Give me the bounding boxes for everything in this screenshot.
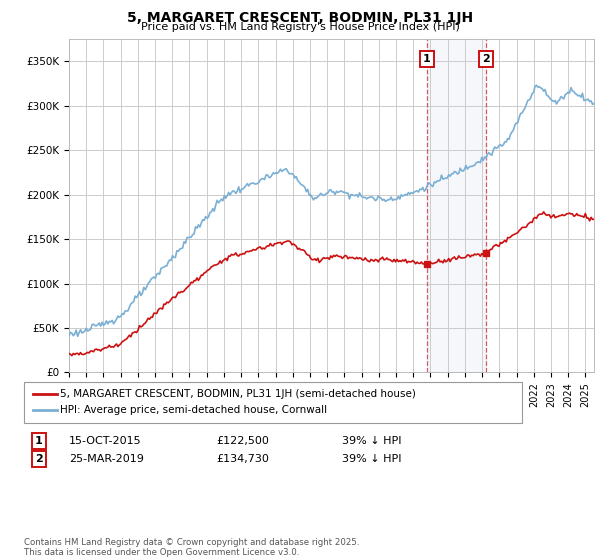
Text: 39% ↓ HPI: 39% ↓ HPI [342, 454, 401, 464]
Text: HPI: Average price, semi-detached house, Cornwall: HPI: Average price, semi-detached house,… [60, 405, 327, 416]
Text: 25-MAR-2019: 25-MAR-2019 [69, 454, 144, 464]
Text: Price paid vs. HM Land Registry's House Price Index (HPI): Price paid vs. HM Land Registry's House … [140, 22, 460, 32]
Text: 39% ↓ HPI: 39% ↓ HPI [342, 436, 401, 446]
Bar [427, 39, 486, 372]
Text: Contains HM Land Registry data © Crown copyright and database right 2025.
This d: Contains HM Land Registry data © Crown c… [24, 538, 359, 557]
Text: 1: 1 [423, 54, 431, 64]
Text: £122,500: £122,500 [216, 436, 269, 446]
Text: 2: 2 [482, 54, 490, 64]
Text: 15-OCT-2015: 15-OCT-2015 [69, 436, 142, 446]
Text: £134,730: £134,730 [216, 454, 269, 464]
Text: 5, MARGARET CRESCENT, BODMIN, PL31 1JH (semi-detached house): 5, MARGARET CRESCENT, BODMIN, PL31 1JH (… [60, 389, 416, 399]
Text: 1: 1 [35, 436, 43, 446]
Text: 2: 2 [35, 454, 43, 464]
Text: 5, MARGARET CRESCENT, BODMIN, PL31 1JH: 5, MARGARET CRESCENT, BODMIN, PL31 1JH [127, 11, 473, 25]
